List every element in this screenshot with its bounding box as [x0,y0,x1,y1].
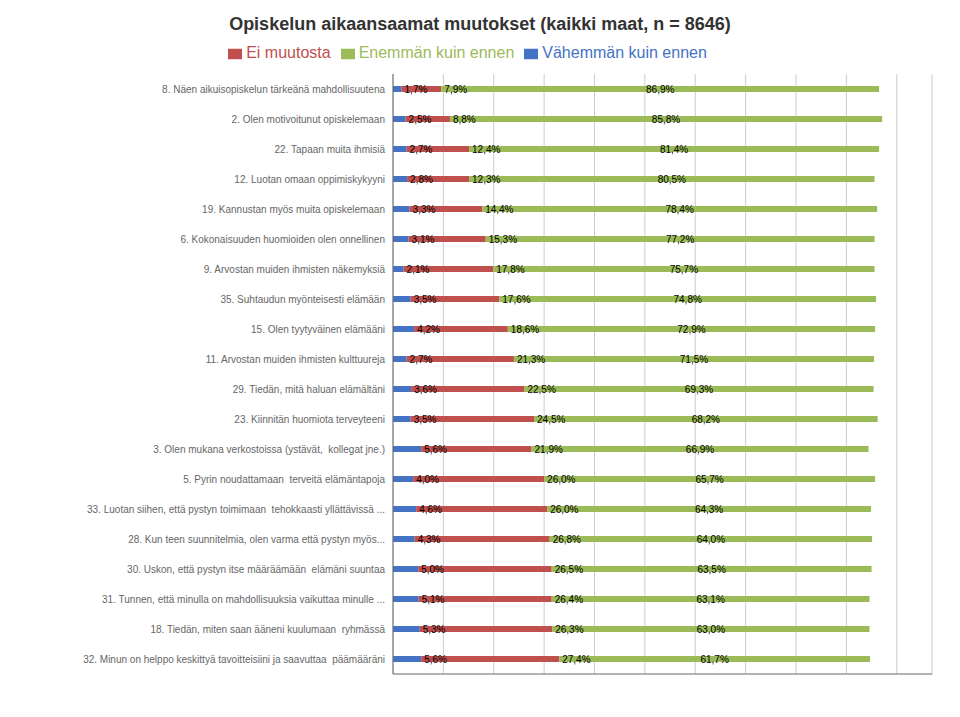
svg-text:3,6%: 3,6% [414,384,437,395]
svg-text:11. Arvostan muiden ihmisten k: 11. Arvostan muiden ihmisten kulttuureja [206,354,386,365]
svg-text:3. Olen mukana verkostoissa (y: 3. Olen mukana verkostoissa (ystävät, ko… [153,444,385,455]
html-text:Opiskelun aikaansaamat muutoks: Opiskelun aikaansaamat muutokset (kaikki… [229,14,731,34]
svg-text:5,6%: 5,6% [424,654,447,665]
svg-text:14,4%: 14,4% [485,204,513,215]
svg-text:85,8%: 85,8% [652,114,680,125]
svg-text:18. Tiedän, miten saan ääneni: 18. Tiedän, miten saan ääneni kuulumaan … [150,624,385,635]
svg-text:18,6%: 18,6% [511,324,539,335]
html-text:Vähemmän kuin ennen: Vähemmän kuin ennen [542,44,707,61]
svg-text:35. Suhtaudun myönteisesti elä: 35. Suhtaudun myönteisesti elämään [220,294,385,305]
svg-text:12,4%: 12,4% [472,144,500,155]
svg-text:2,7%: 2,7% [410,144,433,155]
svg-text:1,7%: 1,7% [405,84,428,95]
svg-text:8,8%: 8,8% [453,114,476,125]
svg-text:4,0%: 4,0% [416,474,439,485]
svg-text:30. Uskon, että pystyn itse mä: 30. Uskon, että pystyn itse määräämään e… [127,564,385,575]
svg-text:22. Tapaan muita ihmisiä: 22. Tapaan muita ihmisiä [275,144,386,155]
svg-text:21,9%: 21,9% [535,444,563,455]
svg-text:26,0%: 26,0% [547,474,575,485]
svg-text:17,8%: 17,8% [496,264,524,275]
svg-text:2. Olen motivoitunut opiskelem: 2. Olen motivoitunut opiskelemaan [232,114,385,125]
svg-text:80,5%: 80,5% [658,174,686,185]
svg-text:12. Luotan omaan oppimiskykyyn: 12. Luotan omaan oppimiskykyyni [234,174,385,185]
svg-text:32. Minun on helppo keskittyä: 32. Minun on helppo keskittyä tavoitteis… [83,654,385,665]
svg-text:75,7%: 75,7% [670,264,698,275]
svg-text:3,5%: 3,5% [414,414,437,425]
svg-text:4,3%: 4,3% [418,534,441,545]
svg-text:63,0%: 63,0% [697,624,725,635]
svg-text:27,4%: 27,4% [562,654,590,665]
svg-text:9. Arvostan muiden ihmisten nä: 9. Arvostan muiden ihmisten näkemyksiä [204,264,386,275]
svg-text:2,1%: 2,1% [407,264,430,275]
svg-text:2,8%: 2,8% [410,174,433,185]
svg-text:71,5%: 71,5% [680,354,708,365]
svg-text:26,3%: 26,3% [555,624,583,635]
svg-text:86,9%: 86,9% [646,84,674,95]
svg-text:64,3%: 64,3% [695,504,723,515]
svg-text:72,9%: 72,9% [677,324,705,335]
svg-text:5,6%: 5,6% [424,444,447,455]
svg-text:23. Kiinnitän huomiota terveyt: 23. Kiinnitän huomiota terveyteeni [234,414,385,425]
svg-text:15. Olen tyytyväinen elämääni: 15. Olen tyytyväinen elämääni [251,324,385,335]
svg-text:61,7%: 61,7% [700,654,728,665]
svg-text:3,1%: 3,1% [412,234,435,245]
svg-text:15,3%: 15,3% [489,234,517,245]
svg-text:4,6%: 4,6% [419,504,442,515]
svg-text:5,3%: 5,3% [423,624,446,635]
svg-text:22,5%: 22,5% [527,384,555,395]
svg-text:26,4%: 26,4% [555,594,583,605]
svg-text:69,3%: 69,3% [685,384,713,395]
svg-text:3,3%: 3,3% [413,204,436,215]
html-text:Ei muutosta: Ei muutosta [246,44,331,61]
svg-text:2,5%: 2,5% [409,114,432,125]
svg-text:5,1%: 5,1% [422,594,445,605]
svg-text:26,0%: 26,0% [550,504,578,515]
svg-text:17,6%: 17,6% [502,294,530,305]
svg-text:66,9%: 66,9% [686,444,714,455]
svg-text:64,0%: 64,0% [697,534,725,545]
svg-text:33. Luotan siihen, että pystyn: 33. Luotan siihen, että pystyn toimimaan… [87,504,385,515]
svg-text:7,9%: 7,9% [444,84,467,95]
svg-text:81,4%: 81,4% [660,144,688,155]
svg-text:8. Näen aikuisopiskelun tärkeä: 8. Näen aikuisopiskelun tärkeänä mahdoll… [162,84,385,95]
svg-text:6. Kokonaisuuden huomioiden ol: 6. Kokonaisuuden huomioiden olen onnelli… [180,234,385,245]
html-text:Enemmän kuin ennen: Enemmän kuin ennen [358,44,515,61]
svg-text:26,8%: 26,8% [553,534,581,545]
svg-text:31. Tunnen, että minulla on ma: 31. Tunnen, että minulla on mahdollisuuk… [102,594,385,605]
svg-text:65,7%: 65,7% [695,474,723,485]
svg-text:12,3%: 12,3% [472,174,500,185]
svg-text:68,2%: 68,2% [692,414,720,425]
svg-text:29. Tiedän, mitä haluan elämäl: 29. Tiedän, mitä haluan elämältäni [233,384,385,395]
svg-text:3,5%: 3,5% [414,294,437,305]
svg-text:5,0%: 5,0% [421,564,444,575]
svg-text:77,2%: 77,2% [666,234,694,245]
svg-text:63,1%: 63,1% [696,594,724,605]
svg-text:78,4%: 78,4% [665,204,693,215]
svg-text:2,7%: 2,7% [410,354,433,365]
svg-text:5. Pyrin noudattamaan terveit: 5. Pyrin noudattamaan terveitä elämäntap… [183,474,385,485]
svg-text:26,5%: 26,5% [555,564,583,575]
svg-text:19. Kannustan myös muita opisk: 19. Kannustan myös muita opiskelemaan [202,204,385,215]
svg-text:74,8%: 74,8% [674,294,702,305]
svg-text:63,5%: 63,5% [697,564,725,575]
svg-text:28. Kun teen suunnitelmia, ole: 28. Kun teen suunnitelmia, olen varma et… [128,534,385,545]
svg-text:4,2%: 4,2% [417,324,440,335]
svg-text:21,3%: 21,3% [517,354,545,365]
svg-text:24,5%: 24,5% [537,414,565,425]
